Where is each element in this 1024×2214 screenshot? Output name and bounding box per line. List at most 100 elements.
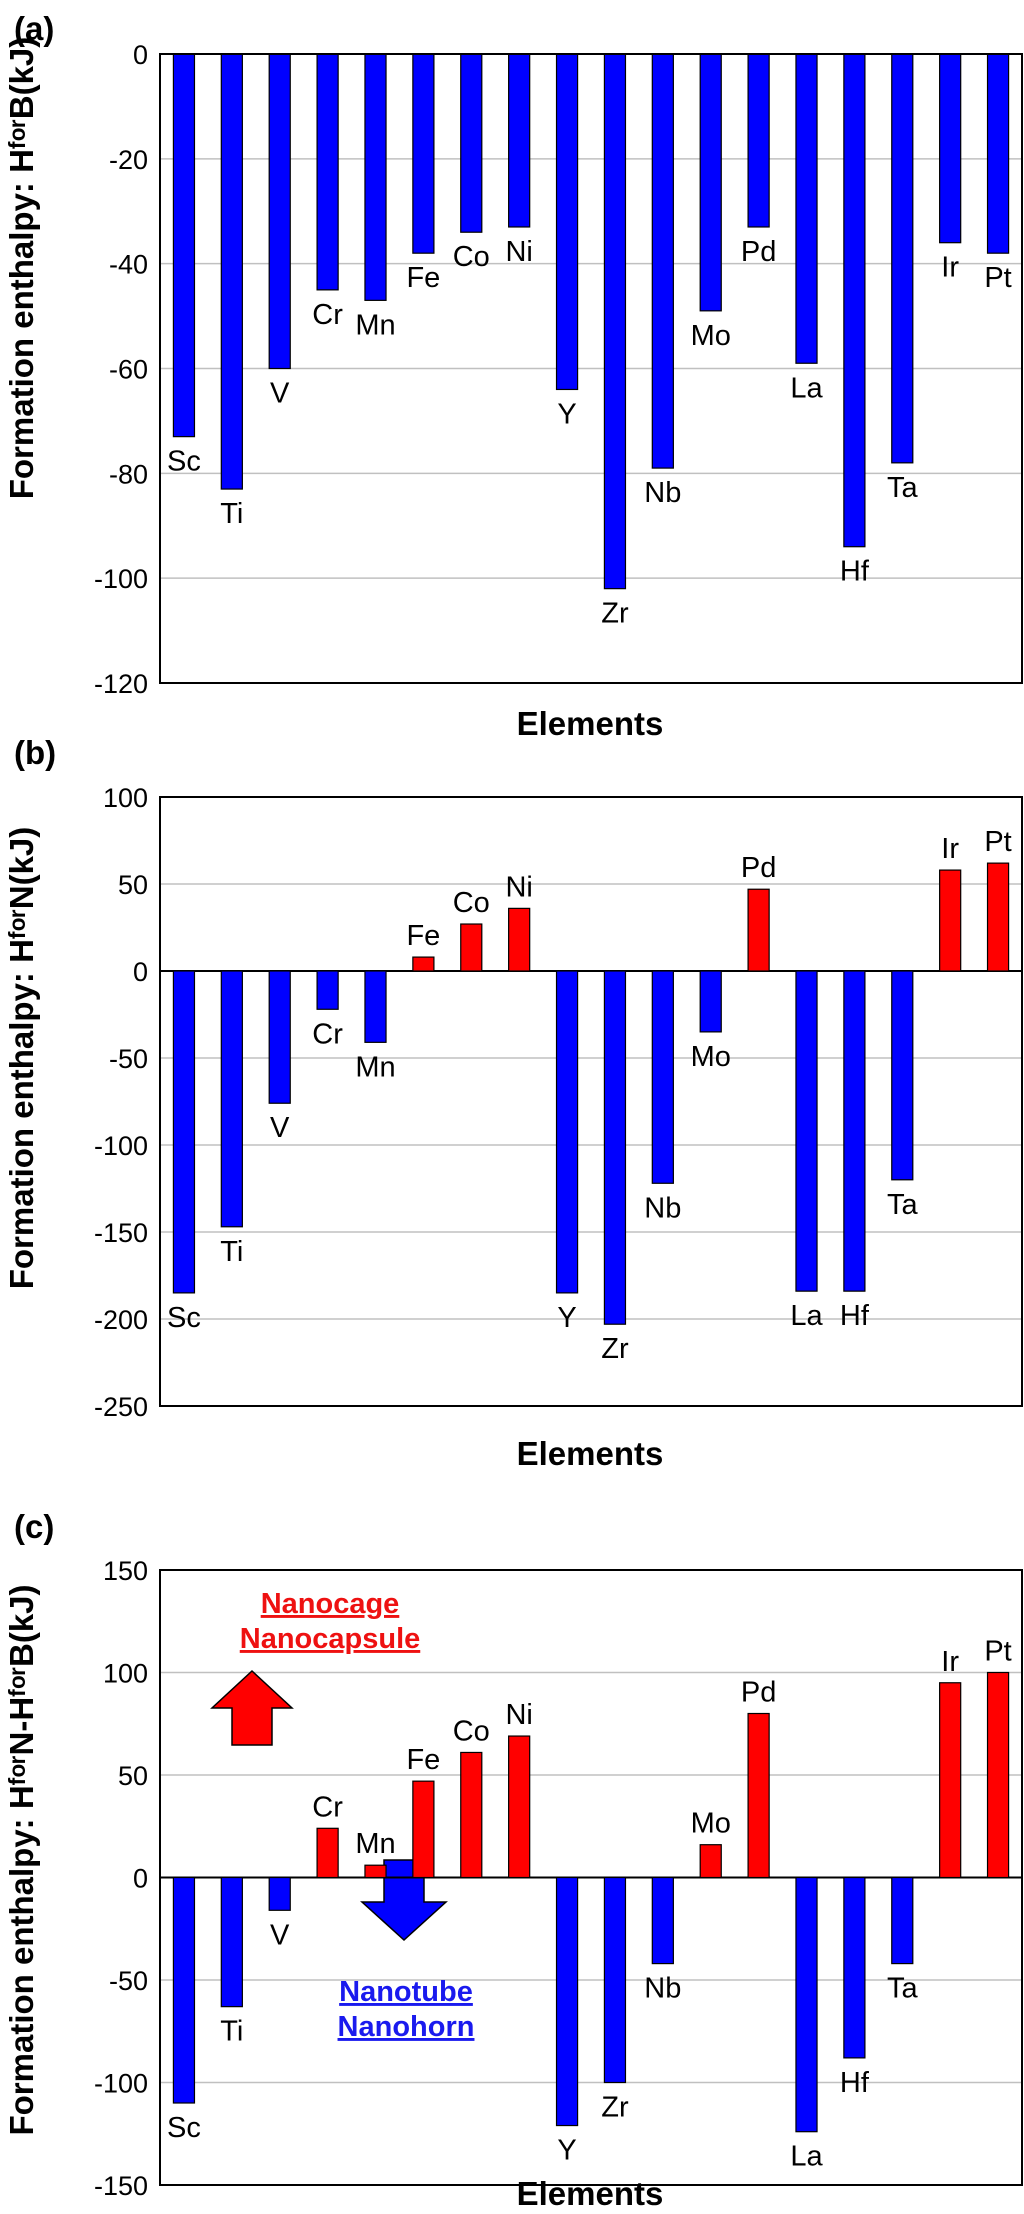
bar-mo [699,970,722,1033]
x-axis-label: Elements [517,705,664,742]
category-label-zr: Zr [601,1333,629,1365]
category-label-nb: Nb [644,1973,681,2005]
category-label-ir: Ir [941,1646,959,1678]
category-label-ir: Ir [941,833,959,865]
category-label-mn: Mn [355,1051,395,1083]
category-label-mn: Mn [355,1828,395,1860]
y-tick-label: -80 [109,459,148,489]
annotation-nanocapsule: Nanocapsule [240,1623,421,1655]
bar-cr [316,1827,339,1879]
gridlines [160,158,1022,579]
category-label-zr: Zr [601,2092,629,2124]
panel-label: (c) [14,1508,54,1545]
bar-la [795,53,818,364]
bar-hf [843,53,866,548]
annotation-down: Nanotube Nanohorn [338,1859,475,2043]
bar-ti [220,53,243,490]
bar-ni [508,907,531,972]
bar-nb [651,970,674,1184]
bar-ta [891,970,914,1181]
category-label-ir: Ir [941,252,959,284]
category-label-fe: Fe [406,1744,440,1776]
bar-mn [364,1864,387,1879]
category-label-la: La [790,1300,823,1332]
category-label-la: La [790,372,823,404]
category-label-hf: Hf [840,1300,870,1332]
category-label-pt: Pt [984,826,1011,858]
y-tick-label: -150 [94,1218,148,1248]
y-tick-label: -60 [109,355,148,385]
bar-pt [986,1671,1010,1879]
category-label-v: V [270,1112,290,1144]
category-label-fe: Fe [406,920,440,952]
bar-y [555,970,579,1294]
category-label-cr: Cr [312,299,343,331]
y-axis-label: Formation enthalpy: HᶠᵒʳB(kJ) [3,37,40,500]
category-label-co: Co [453,241,490,273]
y-tick-label: 50 [118,1761,148,1791]
plot-frame [159,53,1023,684]
bar-cr [316,53,339,291]
category-label-ni: Ni [505,1699,532,1731]
category-label-pd: Pd [741,852,776,884]
category-label-ti: Ti [220,498,243,530]
category-label-nb: Nb [644,477,681,509]
category-label-cr: Cr [312,1791,343,1823]
bar-sc [172,970,196,1294]
bar-pd [747,1712,770,1879]
category-label-hf: Hf [840,2067,870,2099]
category-label-mo: Mo [691,1041,731,1073]
bar-fe [412,956,435,972]
annotation-nanotube: Nanotube [339,1976,473,2008]
bar-pd [747,53,770,228]
bar-mn [364,53,387,301]
panel-a: (a) Formation enthalpy: HᶠᵒʳB(kJ) Elemen… [3,10,1023,742]
bar-co [460,53,483,233]
bar-mo [699,53,722,312]
bar-fe [412,53,435,254]
bar-co [460,923,483,972]
category-label-mn: Mn [355,309,395,341]
category-label-fe: Fe [406,262,440,294]
bar-ta [891,53,914,464]
bar-ir [939,53,962,244]
y-tick-label: -100 [94,2069,148,2099]
category-label-ni: Ni [505,236,532,268]
category-label-ni: Ni [505,871,532,903]
bar-la [795,1876,818,2133]
bar-mn [364,970,387,1043]
category-label-y: Y [557,2135,576,2167]
bar-v [268,970,291,1104]
category-label-v: V [270,1919,290,1951]
y-tick-label: -40 [109,250,148,280]
category-label-co: Co [453,887,490,919]
y-tick-label: -100 [94,564,148,594]
annotation-up: Nanocage Nanocapsule [210,1588,421,1746]
annotation-nanohorn: Nanohorn [338,2011,475,2043]
bar-ni [508,1735,531,1879]
plot-frame [159,1569,1023,2186]
bar-ti [220,970,243,1228]
category-label-co: Co [453,1715,490,1747]
bar-ti [220,1876,243,2008]
bar-sc [172,1876,196,2104]
panel-b: (b) Formation enthalpy: HᶠᵒʳN(kJ) Elemen… [3,734,1023,1472]
y-tick-label: -20 [109,145,148,175]
y-axis-label: Formation enthalpy: HᶠᵒʳN(kJ) [3,827,40,1290]
category-label-v: V [270,378,290,410]
category-label-pt: Pt [984,1636,1011,1668]
bar-la [795,970,818,1292]
y-tick-label: 0 [133,1864,148,1894]
bar-ni [508,53,531,228]
annotation-nanocage: Nanocage [261,1588,400,1620]
bar-nb [651,53,674,469]
category-label-ta: Ta [887,1973,919,2005]
bar-fe [412,1780,435,1879]
arrow-up-icon [210,1669,294,1746]
category-label-pt: Pt [984,262,1011,294]
category-label-sc: Sc [167,2112,201,2144]
panel-c: (c) Formation enthalpy: HᶠᵒʳN-HᶠᵒʳB(kJ) … [3,1508,1023,2212]
category-label-ti: Ti [220,2016,243,2048]
category-label-la: La [790,2141,823,2173]
